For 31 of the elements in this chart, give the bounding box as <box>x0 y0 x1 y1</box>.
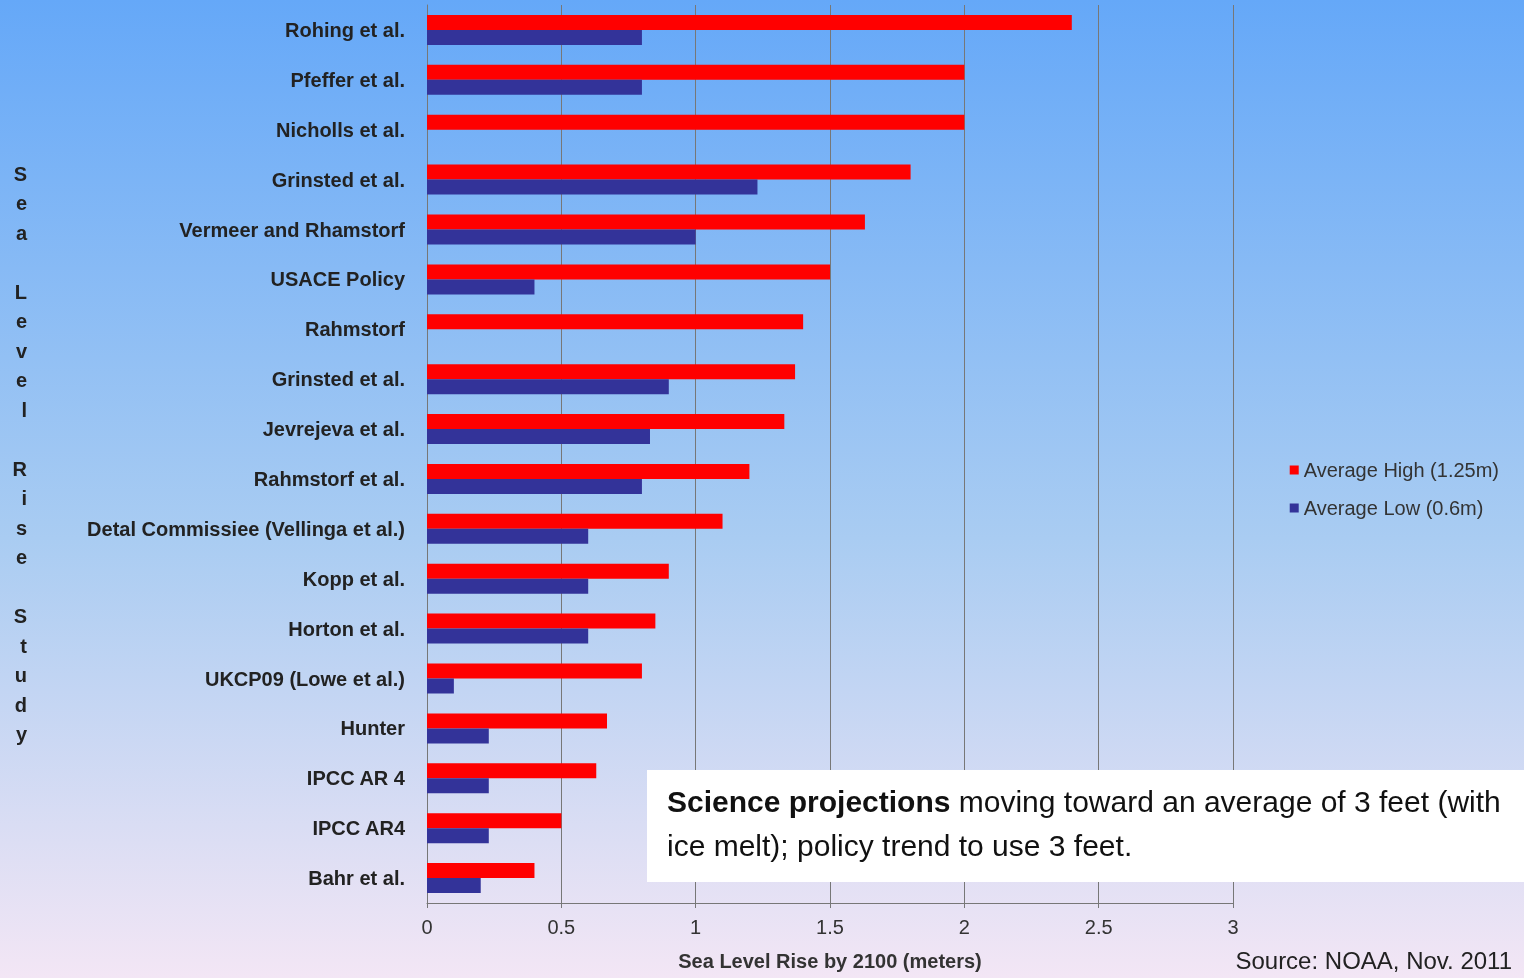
y-tick-label: UKCP09 (Lowe et al.) <box>204 667 405 690</box>
y-tick-label: Grinsted et al. <box>271 368 405 391</box>
y-tick-label: Hunter <box>340 717 406 740</box>
y-tick-label: Rahmstorf <box>304 318 406 341</box>
y-tick-label: Rahmstorf et al. <box>253 467 405 490</box>
x-tick-label: 0.5 <box>547 916 576 938</box>
y-tick-label: Rohing et al. <box>285 18 405 41</box>
legend-label: Average Low (0.6m) <box>1303 497 1484 519</box>
legend-label: Average High (1.25m) <box>1303 459 1500 481</box>
y-tick-label: Detal Commissiee (Vellinga et al.) <box>87 517 405 540</box>
x-tick-label: 1.5 <box>816 916 844 938</box>
x-tick-label: 2 <box>958 916 970 938</box>
y-tick-label: Nicholls et al. <box>276 118 405 141</box>
y-tick-label: IPCC AR4 <box>312 817 406 840</box>
y-tick-label: Kopp et al. <box>302 567 405 590</box>
y-tick-label: Vermeer and Rhamstorf <box>179 218 406 241</box>
x-tick-label: 1 <box>690 916 702 938</box>
y-tick-label: Grinsted et al. <box>271 168 405 191</box>
y-tick-label: Pfeffer et al. <box>290 68 405 91</box>
x-tick-label: 3 <box>1227 916 1239 938</box>
text: Sea Level Rise Study <box>12 162 27 746</box>
x-axis-title: Sea Level Rise by 2100 (meters) <box>678 950 982 972</box>
x-tick-label: 0 <box>421 916 433 938</box>
y-tick-label: IPCC AR 4 <box>306 767 406 790</box>
y-tick-label: Bahr et al. <box>308 867 405 890</box>
x-tick-label: 2.5 <box>1084 916 1113 938</box>
y-tick-label: Jevrejeva et al. <box>262 418 405 441</box>
y-tick-label: USACE Policy <box>270 268 406 291</box>
annotation: Science projections moving toward an average of 3 feet (with ice melt); policy trend to use 3 feet. <box>647 770 1524 882</box>
source-note: Source: NOAA, Nov. 2011 <box>1235 946 1512 974</box>
y-tick-label: Horton et al. <box>288 617 405 640</box>
